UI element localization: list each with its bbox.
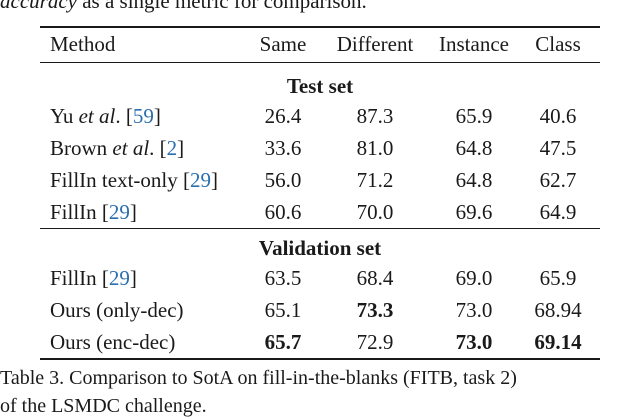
value-cell-different: 73.3 (356, 298, 394, 322)
value-cell-different: 72.9 (356, 330, 394, 354)
method-text: ] (211, 168, 218, 192)
value-cell-class: 65.9 (539, 266, 577, 290)
value-cell-class: 69.14 (534, 330, 582, 354)
table-caption: Table 3. Comparison to SotA on fill-in-t… (0, 364, 640, 420)
method-text: ] (129, 266, 137, 290)
method-cell: FillIn text-only [29] (50, 164, 218, 196)
method-text: FillIn text-only [ (50, 168, 190, 192)
method-cell: FillIn [29] (50, 196, 137, 228)
table-row: Ours (only-dec) 65.1 73.3 73.0 68.94 (40, 294, 600, 326)
value-cell-instance: 73.0 (455, 330, 493, 354)
citation-link[interactable]: 2 (166, 136, 178, 160)
value-cell-different: 71.2 (356, 168, 394, 192)
method-cell: Ours (only-dec) (50, 294, 184, 326)
header-same: Same (259, 32, 307, 56)
citation-link[interactable]: 59 (132, 104, 154, 128)
table-bottom-rule (40, 358, 600, 360)
value-cell-same: 65.1 (264, 298, 302, 322)
value-cell-class: 40.6 (539, 104, 577, 128)
value-cell-instance: 64.8 (455, 136, 493, 160)
method-text: FillIn [ (50, 266, 109, 290)
table-top-rule (40, 26, 600, 28)
value-cell-different: 68.4 (356, 266, 394, 290)
method-cell: FillIn [29] (50, 262, 137, 294)
table-header-row: Method Same Different Instance Class (40, 28, 600, 60)
value-cell-class: 68.94 (534, 298, 582, 322)
method-text: Yu (50, 104, 79, 128)
table-row: FillIn text-only [29] 56.0 71.2 64.8 62.7 (40, 164, 600, 196)
value-cell-different: 81.0 (356, 136, 394, 160)
value-cell-same: 63.5 (264, 266, 302, 290)
citation-link[interactable]: 29 (108, 266, 130, 290)
method-text: FillIn [ (50, 200, 109, 224)
header-rule (40, 62, 600, 63)
method-text: . [ (149, 136, 167, 160)
header-instance: Instance (439, 32, 509, 56)
header-class: Class (535, 32, 581, 56)
method-text: ] (177, 136, 185, 160)
method-cell: Ours (enc-dec) (50, 326, 175, 358)
table-row: FillIn [29] 60.6 70.0 69.6 64.9 (40, 196, 600, 228)
method-text: et al (112, 136, 150, 160)
table-row: Ours (enc-dec) 65.7 72.9 73.0 69.14 (40, 326, 600, 358)
value-cell-same: 26.4 (264, 104, 302, 128)
method-text: ] (129, 200, 137, 224)
preceding-text-fragment: accuracy as a single metric for comparis… (0, 0, 367, 15)
method-cell: Brown et al. [2] (50, 132, 184, 164)
value-cell-instance: 73.0 (455, 298, 493, 322)
value-cell-class: 47.5 (539, 136, 577, 160)
value-cell-same: 56.0 (264, 168, 302, 192)
value-cell-same: 60.6 (264, 200, 302, 224)
section-divider-rule (40, 228, 600, 229)
value-cell-instance: 69.6 (455, 200, 493, 224)
table-row: FillIn [29] 63.5 68.4 69.0 65.9 (40, 262, 600, 294)
method-text: Brown (50, 136, 113, 160)
table-row: Brown et al. [2] 33.6 81.0 64.8 47.5 (40, 132, 600, 164)
citation-link[interactable]: 29 (108, 200, 130, 224)
preceding-text-italic: accuracy (0, 0, 77, 13)
method-text: Ours (enc-dec) (50, 330, 176, 354)
header-method: Method (50, 32, 116, 56)
value-cell-class: 62.7 (539, 168, 577, 192)
value-cell-different: 70.0 (356, 200, 394, 224)
value-cell-class: 64.9 (539, 200, 577, 224)
method-text: ] (153, 104, 161, 128)
method-text: Ours (only-dec) (50, 298, 184, 322)
method-text: et al (78, 104, 116, 128)
citation-link[interactable]: 29 (190, 168, 211, 192)
section-title-test: Test set (286, 74, 354, 98)
section-title-validation: Validation set (258, 236, 382, 260)
value-cell-instance: 69.0 (455, 266, 493, 290)
method-cell: Yu et al. [59] (50, 100, 161, 132)
value-cell-different: 87.3 (356, 104, 394, 128)
value-cell-same: 33.6 (264, 136, 302, 160)
value-cell-same: 65.7 (264, 330, 302, 354)
value-cell-instance: 65.9 (455, 104, 493, 128)
header-different: Different (336, 32, 414, 56)
caption-line-1: Table 3. Comparison to SotA on fill-in-t… (0, 367, 517, 389)
value-cell-instance: 64.8 (455, 168, 493, 192)
table-row: Yu et al. [59] 26.4 87.3 65.9 40.6 (40, 100, 600, 132)
preceding-text-rest: as a single metric for comparison. (76, 0, 367, 13)
caption-line-2: of the LSMDC challenge. (0, 395, 207, 417)
method-text: . [ (115, 104, 133, 128)
